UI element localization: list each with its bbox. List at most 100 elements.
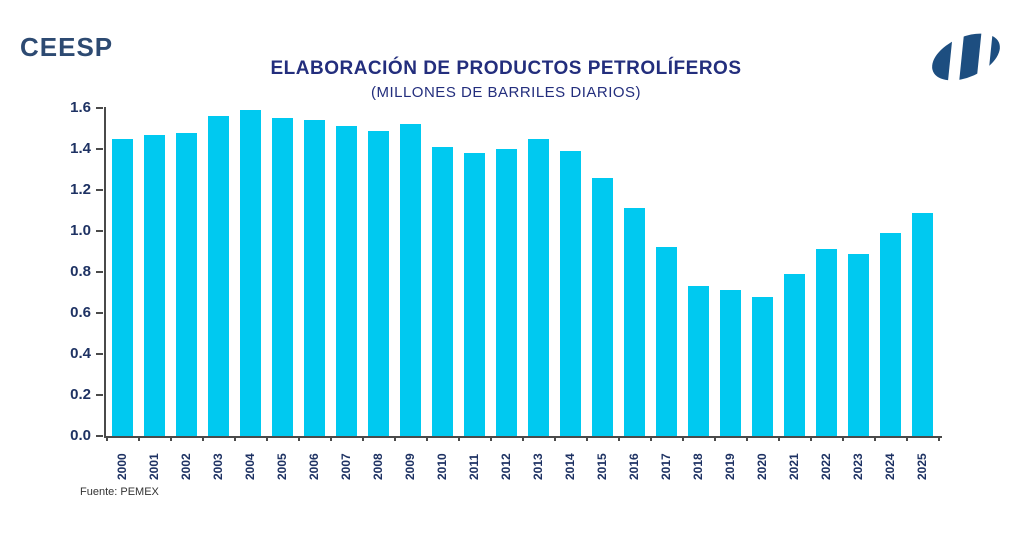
y-axis-tick [96,394,103,396]
bar-2018 [687,286,709,436]
y-axis-label-0.8: 0.8 [70,263,91,280]
ceesp-swirl-logo-icon [916,18,1016,96]
x-axis-label-2004: 2004 [243,453,257,480]
chart-title: ELABORACIÓN DE PRODUCTOS PETROLÍFEROS [270,58,742,79]
x-axis-label-2007: 2007 [339,453,353,480]
x-axis-label-2025: 2025 [915,453,929,480]
bar-2012 [495,149,517,436]
x-axis-tick [138,436,140,441]
x-axis-label-2009: 2009 [403,453,417,480]
x-axis-tick [106,436,108,441]
bar-2014 [559,151,581,436]
x-axis-tick [362,436,364,441]
x-axis-tick [522,436,524,441]
y-axis-label-1.4: 1.4 [70,140,91,157]
x-axis-label-2002: 2002 [179,453,193,480]
bar-2010 [431,147,453,436]
y-axis-tick [96,312,103,314]
y-axis-label-1.0: 1.0 [70,222,91,239]
x-axis-tick [842,436,844,441]
x-axis-tick [458,436,460,441]
bar-2024 [879,233,901,436]
y-axis-tick [96,189,103,191]
x-axis-tick [202,436,204,441]
x-axis-tick [746,436,748,441]
bar-2017 [655,247,677,436]
x-axis-label-2012: 2012 [499,453,513,480]
y-axis-tick [96,148,103,150]
bar-2020 [751,297,773,436]
bar-2011 [463,153,485,436]
y-axis-label-0.0: 0.0 [70,427,91,444]
x-axis-label-2011: 2011 [467,453,481,480]
x-axis-tick [170,436,172,441]
x-axis-tick [906,436,908,441]
x-axis-label-2022: 2022 [819,453,833,480]
x-axis-label-2008: 2008 [371,453,385,480]
y-axis-label-0.2: 0.2 [70,386,91,403]
x-axis-tick [266,436,268,441]
y-axis-label-1.2: 1.2 [70,181,91,198]
x-axis-label-2001: 2001 [147,453,161,480]
bar-2023 [847,254,869,436]
x-axis-tick [426,436,428,441]
bar-2007 [335,126,357,436]
x-axis-tick [650,436,652,441]
bar-2021 [783,274,805,436]
x-axis-label-2006: 2006 [307,453,321,480]
bar-2008 [367,131,389,436]
ceesp-wordmark: CEESP [20,32,114,62]
bar-2009 [399,124,421,436]
x-axis-label-2005: 2005 [275,453,289,480]
bar-2000 [111,139,133,436]
y-axis-tick [96,230,103,232]
x-axis-label-2024: 2024 [883,453,897,480]
y-axis-tick [96,107,103,109]
y-axis-label-1.6: 1.6 [70,99,91,116]
x-axis-label-2017: 2017 [659,453,673,480]
chart-subtitle: (MILLONES DE BARRILES DIARIOS) [370,84,642,101]
bar-2002 [175,133,197,436]
bar-2004 [239,110,261,436]
bar-2006 [303,120,325,436]
x-axis-tick [810,436,812,441]
y-axis-tick [96,353,103,355]
bar-2022 [815,249,837,436]
x-axis-label-2015: 2015 [595,453,609,480]
bar-2013 [527,139,549,436]
x-axis-tick [874,436,876,441]
x-axis-label-2003: 2003 [211,453,225,480]
x-axis-label-2016: 2016 [627,453,641,480]
x-axis-tick [490,436,492,441]
x-axis-label-2013: 2013 [531,453,545,480]
x-axis-label-2023: 2023 [851,453,865,480]
bar-2005 [271,118,293,436]
x-axis-tick [778,436,780,441]
bar-2001 [143,135,165,436]
x-axis-tick [554,436,556,441]
x-axis-label-2020: 2020 [755,453,769,480]
x-axis-tick [682,436,684,441]
x-axis-tick [394,436,396,441]
x-axis-label-2000: 2000 [115,453,129,480]
x-axis-label-2014: 2014 [563,453,577,480]
x-axis-tick [938,436,940,441]
bar-2015 [591,178,613,436]
x-axis-tick [298,436,300,441]
y-axis-label-0.4: 0.4 [70,345,91,362]
x-axis-tick [714,436,716,441]
bar-2019 [719,290,741,436]
y-axis-tick [96,435,103,437]
y-axis-label-0.6: 0.6 [70,304,91,321]
chart-header: ELABORACIÓN DE PRODUCTOS PETROLÍFEROS (M… [106,58,906,101]
x-axis-tick [618,436,620,441]
y-axis-tick [96,271,103,273]
x-axis-tick [234,436,236,441]
x-axis-tick [586,436,588,441]
x-axis-label-2018: 2018 [691,453,705,480]
x-axis-label-2021: 2021 [787,453,801,480]
y-axis-line [104,107,106,437]
x-axis-label-2019: 2019 [723,453,737,480]
